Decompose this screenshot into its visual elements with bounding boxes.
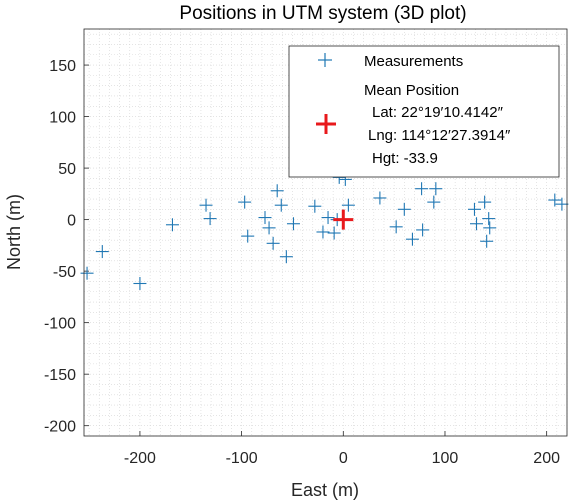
measurement-point: [316, 225, 330, 239]
legend-mean-marker: [316, 114, 336, 134]
measurement-point: [480, 234, 494, 248]
measurement-point: [482, 212, 496, 226]
measurement-point: [308, 199, 322, 213]
measurement-point: [165, 218, 179, 232]
measurement-point: [327, 226, 341, 240]
measurement-point: [80, 266, 94, 280]
y-tick-label: -50: [53, 264, 76, 281]
measurement-point: [270, 184, 284, 198]
y-tick-label: -150: [44, 367, 76, 384]
measurement-point: [341, 198, 355, 212]
legend-mean-label: Mean Position: [364, 82, 459, 99]
legend-hgt: Hgt: -33.9: [372, 150, 438, 167]
x-axis-label: East (m): [291, 480, 359, 500]
measurement-point: [279, 250, 293, 264]
measurement-point: [95, 245, 109, 259]
measurement-point: [238, 195, 252, 209]
measurement-point: [133, 277, 147, 291]
measurement-point: [266, 236, 280, 250]
measurement-point: [389, 220, 403, 234]
measurement-point: [555, 197, 569, 211]
y-tick-label: -200: [44, 419, 76, 436]
measurement-point: [274, 198, 288, 212]
legend: Measurements Mean Position Lat: 22°19′10…: [288, 45, 560, 178]
measurement-point: [415, 182, 429, 196]
legend-measurements-label: Measurements: [364, 53, 463, 70]
measurement-point: [427, 195, 441, 209]
chart-title: Positions in UTM system (3D plot): [179, 3, 466, 24]
legend-box: [288, 45, 560, 178]
measurement-point: [199, 198, 213, 212]
measurement-point: [483, 221, 497, 235]
y-tick-label: 150: [49, 58, 76, 75]
legend-lng: Lng: 114°12′27.3914″: [368, 127, 511, 144]
legend-lat: Lat: 22°19′10.4142″: [372, 104, 504, 121]
measurement-point: [405, 232, 419, 246]
x-tick-label: -100: [226, 450, 258, 467]
measurement-point: [429, 182, 443, 196]
measurement-point: [258, 211, 272, 225]
measurement-point: [373, 191, 387, 205]
axis-ticks: -200 -100 0 100 200 150 100 50 0 -50 -100 -150 -200: [44, 58, 560, 467]
y-tick-label: -100: [44, 316, 76, 333]
measurement-point: [416, 223, 430, 237]
y-tick-label: 100: [49, 110, 76, 127]
measurement-point: [321, 211, 335, 225]
measurement-point: [241, 229, 255, 243]
measurement-point: [478, 195, 492, 209]
legend-measurements-marker: [318, 53, 332, 67]
x-tick-label: 100: [432, 450, 459, 467]
measurement-point: [548, 193, 562, 207]
measurement-point: [286, 217, 300, 231]
x-tick-label: 200: [533, 450, 560, 467]
plot-frame: [83, 28, 568, 437]
mean-position-point: [333, 209, 354, 230]
x-tick-label: -200: [124, 450, 156, 467]
measurement-point: [203, 212, 217, 226]
y-tick-label: 50: [58, 161, 76, 178]
y-tick-label: 0: [67, 213, 76, 230]
measurement-point: [470, 217, 484, 231]
y-axis-label: North (m): [4, 194, 24, 270]
measurement-point: [397, 202, 411, 216]
measurement-point: [467, 202, 481, 216]
x-tick-label: 0: [339, 450, 348, 467]
measurement-point: [262, 221, 276, 235]
